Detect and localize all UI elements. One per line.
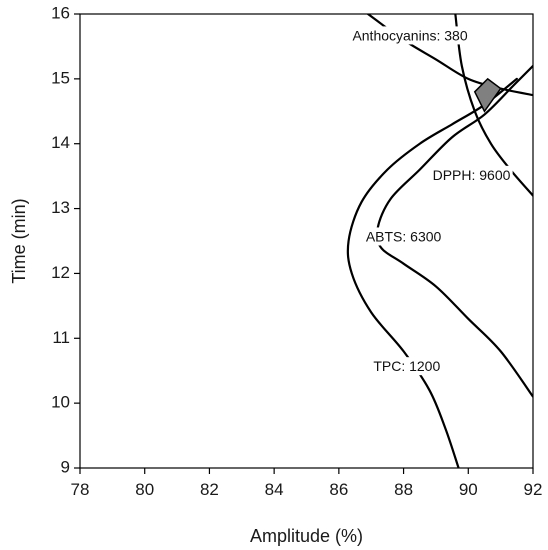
contour-label: TPC: 1200 xyxy=(371,357,443,376)
x-tick-label: 90 xyxy=(459,480,478,499)
y-axis-title: Time (min) xyxy=(9,198,29,283)
y-tick-label: 16 xyxy=(51,3,70,22)
x-tick-label: 84 xyxy=(265,480,284,499)
contour-label-text: DPPH: 9600 xyxy=(433,167,511,183)
contour-label: Anthocyanins: 380 xyxy=(350,26,470,45)
x-tick-label: 80 xyxy=(135,480,154,499)
x-axis-title: Amplitude (%) xyxy=(250,526,363,546)
y-tick-label: 13 xyxy=(51,198,70,217)
contour-label-text: Anthocyanins: 380 xyxy=(352,27,467,43)
feasible-region xyxy=(473,77,502,113)
x-tick-label: 86 xyxy=(329,480,348,499)
y-tick-label: 14 xyxy=(51,133,70,152)
x-tick-label: 82 xyxy=(200,480,219,499)
contour-label-text: TPC: 1200 xyxy=(373,358,440,374)
plot-frame xyxy=(79,13,534,469)
x-axis: 78 80 82 84 86 88 90 92 xyxy=(71,468,543,499)
x-tick-label: 92 xyxy=(524,480,543,499)
optimal-region xyxy=(473,77,502,113)
y-tick-label: 11 xyxy=(52,328,70,347)
x-tick-label: 78 xyxy=(71,480,90,499)
y-tick-label: 15 xyxy=(51,68,70,87)
y-tick-label: 10 xyxy=(51,393,70,412)
contour-label: ABTS: 6300 xyxy=(363,227,444,246)
contour-anthocyanins xyxy=(366,14,533,97)
contour-label: DPPH: 9600 xyxy=(430,165,513,184)
contour-labels: Anthocyanins: 380 DPPH: 9600 ABTS: 6300 TPC… xyxy=(350,26,513,376)
y-tick-label: 9 xyxy=(61,457,70,476)
y-axis: 9 10 11 12 13 14 15 16 xyxy=(51,3,80,476)
contour-tpc xyxy=(346,77,518,468)
y-tick-label: 12 xyxy=(51,263,70,282)
x-tick-label: 88 xyxy=(394,480,413,499)
contour-label-text: ABTS: 6300 xyxy=(366,228,442,244)
